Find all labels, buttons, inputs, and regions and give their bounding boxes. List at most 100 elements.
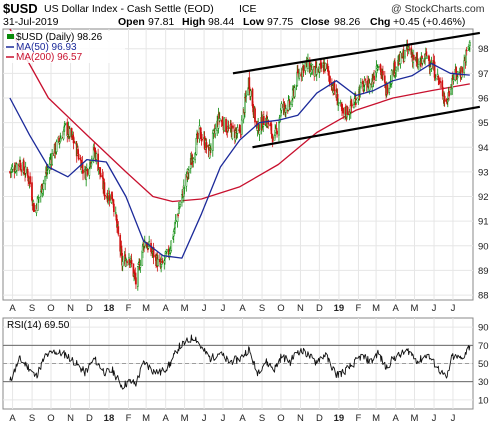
rsi-x-tick-label: M [372,413,380,424]
candle-body-up [46,168,49,170]
legend-ma200: MA(200) 96.57 [16,52,83,63]
candle-body-up [188,169,190,173]
price-x-tick-label: D [86,303,93,314]
rsi-x-tick-label: O [47,413,54,424]
price-y-tick-label: 95 [478,118,489,129]
candle-body-up [218,118,221,121]
candle-body-up [24,166,27,174]
header-watermark: @ StockCharts.com [391,3,485,15]
header-close-value: 98.26 [334,16,360,28]
candle-body-up [289,104,292,109]
price-y-tick-label: 92 [478,192,489,203]
rsi-x-tick-label: D [316,413,323,424]
rsi-x-tick-label: N [67,413,74,424]
price-panel-frame [2,28,474,301]
candle-body-up [51,153,53,165]
candle-body-up [468,42,471,46]
candle-body-up [240,119,243,135]
candle-body-up [446,99,449,102]
candle-body-up [210,148,212,150]
candle-body-up [95,153,98,160]
trendline-upper [232,31,481,75]
rsi-legend: RSI(14) 69.50 [7,320,70,331]
rsi-x-tick-label: J [221,413,226,424]
rsi-x-tick-label: J [202,413,207,424]
candle-body-down [342,108,345,114]
candle-body-up [55,141,58,153]
candle-body-up [353,103,355,108]
rsi-x-tick-label: F [126,413,132,424]
candle-body-up [450,88,452,95]
ma50-line [9,62,470,259]
candle-body-down [329,76,331,83]
candle-body-up [430,62,433,69]
candle-body-up [64,123,67,125]
candle-body-up [223,117,225,132]
candle-body-up [143,240,146,247]
price-y-tick-label: 88 [478,291,489,302]
header-low-value: 97.75 [267,16,293,28]
candle-body-up [174,220,177,223]
candle-body-down [346,106,349,115]
price-y-tick-label: 89 [478,266,489,277]
header-close-label: Close [301,16,330,28]
candle-body-up [42,183,45,190]
candle-body-up [390,70,393,84]
candle-body-up [463,60,466,74]
header-symbol: $USD [3,1,38,16]
candle-body-down [271,136,274,142]
candle-body-down [104,195,106,197]
candle-body-up [247,88,249,96]
candle-body-down [333,81,336,92]
candle-body-down [267,120,270,125]
candle-body-down [408,48,411,51]
candle-body-down [73,141,76,144]
candle-body-up [360,82,362,88]
candle-body-down [113,203,115,213]
price-x-tick-label: S [259,303,265,314]
price-x-tick-label: O [47,303,54,314]
candle-body-down [33,210,36,212]
candle-body-up [88,168,91,176]
price-x-tick-label: A [9,303,16,314]
price-x-tick-label: J [221,303,226,314]
candle-body-up [183,187,186,189]
candle-body-up [285,108,287,113]
candle-body-up [245,95,248,97]
candle-body-down [108,195,111,201]
candle-body-up [39,191,42,197]
rsi-x-tick-label: N [297,413,304,424]
candle-body-up [125,259,127,267]
price-x-tick-label: O [277,303,284,314]
price-x-tick-label: 19 [334,303,345,314]
candle-body-down [103,182,106,197]
candle-body-up [68,128,71,137]
candle-body-down [461,67,464,73]
price-y-tick-label: 96 [478,93,489,104]
candle-body-up [11,166,14,170]
legend-ma50: MA(50) 96.93 [16,42,77,53]
candle-body-up [452,79,455,82]
price-x-tick-label: 18 [104,303,115,314]
candle-body-down [135,277,137,285]
rsi-x-tick-label: J [432,413,437,424]
price-y-tick-label: 94 [478,143,489,154]
candle-body-up [192,158,195,162]
candle-body-down [132,263,135,277]
price-x-tick-label: M [411,303,419,314]
candle-body-down [382,70,384,76]
candle-body-up [421,58,424,64]
price-x-tick-label: N [297,303,304,314]
price-y-tick-label: 90 [478,241,489,252]
candle-body-down [20,169,23,172]
price-x-tick-label: F [126,303,132,314]
header-chg-label: Chg [370,16,390,28]
candle-body-down [205,142,208,149]
header-open-label: Open [118,16,145,28]
rsi-x-tick-label: A [9,413,16,424]
candle-body-down [373,75,375,81]
candle-body-up [258,130,261,135]
legend-swatch-price [7,34,14,39]
candle-body-up [368,83,371,91]
